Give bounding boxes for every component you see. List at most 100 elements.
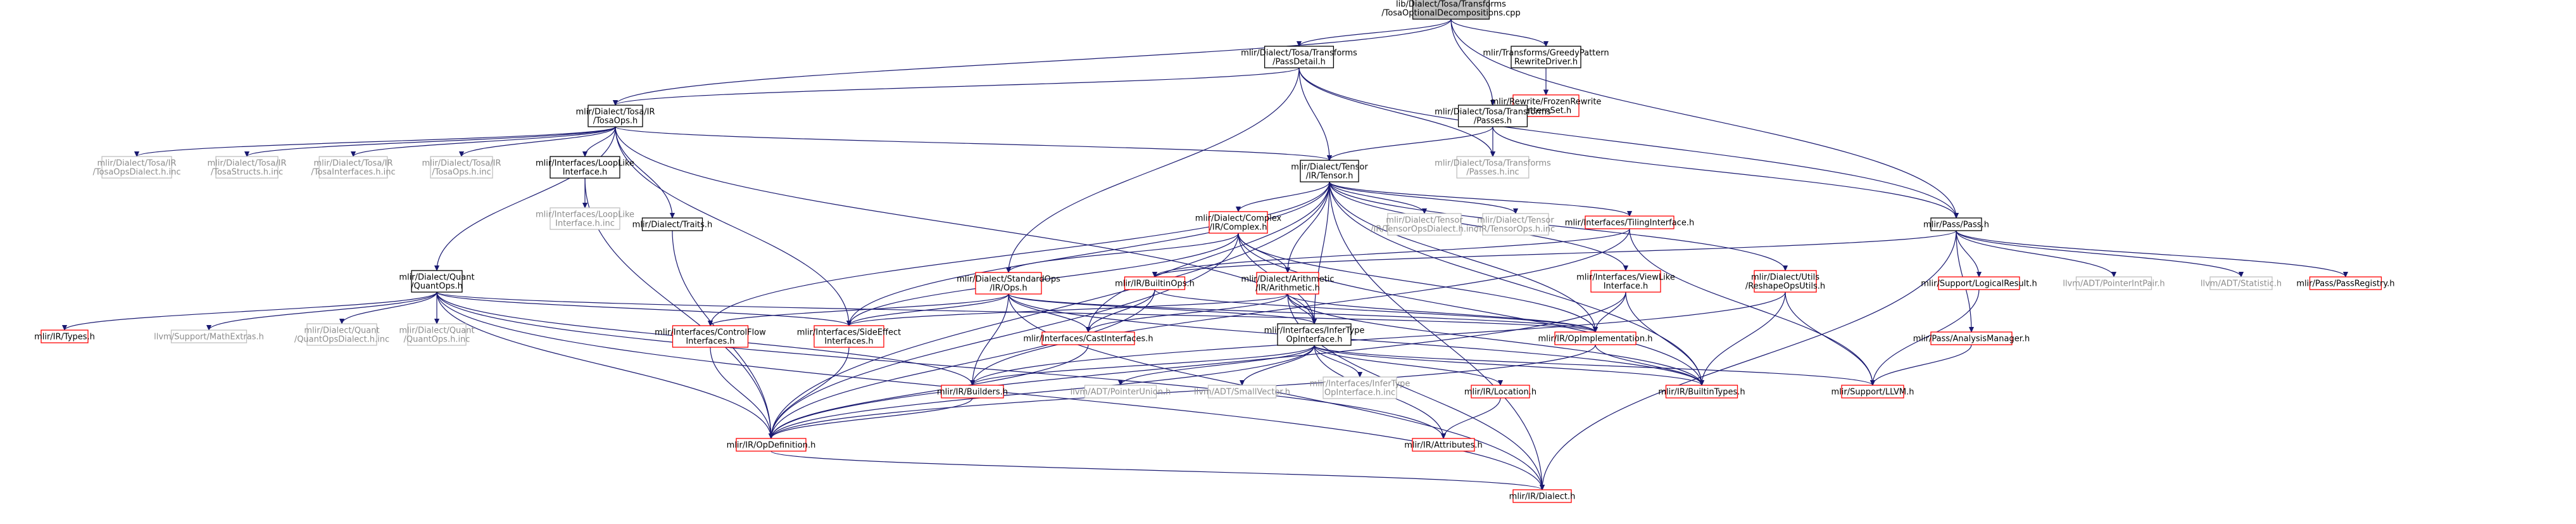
node-infertypeinc[interactable]: mlir/Interfaces/InferTypeOpInterface.h.i… [1310,376,1411,399]
node-types[interactable]: mlir/IR/Types.h [34,329,95,343]
node-smallvector[interactable]: llvm/ADT/SmallVector.h [1194,385,1290,399]
node-label: llvm/ADT/SmallVector.h [1194,388,1290,397]
edge-infertype-to-infertypeinc [1314,345,1360,377]
node-builders[interactable]: mlir/IR/Builders.h [937,385,1008,399]
node-utils[interactable]: mlir/Dialect/Utils/ReshapeOpsUtils.h [1745,270,1825,293]
node-tensordialect[interactable]: mlir/Dialect/Tensor/IR/TensorOpsDialect.… [1371,213,1478,236]
node-box [215,156,279,179]
edge-pass-to-passregistry [1956,230,2346,277]
node-greedy[interactable]: mlir/Transforms/GreedyPatternRewriteDriv… [1483,46,1609,68]
edge-quant-to-opdef [436,291,771,438]
node-passregistry[interactable]: mlir/Pass/PassRegistry.h [2296,276,2395,290]
node-opimpl[interactable]: mlir/IR/OpImplementation.h [1538,331,1653,345]
node-box [550,156,620,179]
node-quant[interactable]: mlir/Dialect/Quant/QuantOps.h [399,270,475,293]
node-tosapassesinc[interactable]: mlir/Dialect/Tosa/Transforms/Passes.h.in… [1435,156,1551,179]
edge-utils-to-builders [972,291,1786,385]
node-standardops[interactable]: mlir/Dialect/StandardOps/IR/Ops.h [957,272,1060,295]
node-label: /IR/Arithmetic.h [1255,284,1320,293]
node-llvm[interactable]: mlir/Support/LLVM.h [1831,385,1914,399]
node-box [1471,385,1530,399]
node-complex[interactable]: mlir/Dialect/Complex/IR/Complex.h [1195,211,1282,234]
node-label: mlir/Dialect/Complex [1195,214,1282,224]
node-quantdialect[interactable]: mlir/Dialect/Quant/QuantOpsDialect.h.inc [294,323,389,346]
edge-standardops-to-builders [972,293,1009,385]
node-logicalresult[interactable]: mlir/Support/LogicalResult.h [1921,276,2037,290]
node-label: /TosaInterfaces.h.inc [311,168,395,177]
node-builtintypes[interactable]: mlir/IR/BuiltinTypes.h [1658,385,1745,399]
node-label: mlir/Interfaces/ViewLike [1576,273,1675,283]
node-dialect[interactable]: mlir/IR/Dialect.h [1509,489,1576,503]
node-attributes[interactable]: mlir/IR/Attributes.h [1404,438,1483,452]
node-pointerunion[interactable]: llvm/ADT/PointerUnion.h [1071,385,1171,399]
node-arith[interactable]: mlir/Dialect/Arithmetic/IR/Arithmetic.h [1241,272,1335,295]
node-mathextras[interactable]: llvm/Support/MathExtras.h [154,329,264,343]
node-tensorops[interactable]: mlir/Dialect/Tensor/IR/TensorOps.h.inc [1476,213,1555,236]
node-passdetail[interactable]: mlir/Dialect/Tosa/Transforms/PassDetail.… [1241,46,1357,68]
node-box [672,325,749,348]
node-label: mlir/Dialect/Tosa/Transforms [1435,108,1551,117]
node-tensor[interactable]: mlir/Dialect/Tensor/IR/Tensor.h [1291,160,1368,182]
node-statistic[interactable]: llvm/ADT/Statistic.h [2201,276,2282,290]
edge-arith-to-cast [1088,293,1288,332]
node-builtinops[interactable]: mlir/IR/BuiltinOps.h [1115,276,1195,290]
node-passmanager[interactable]: mlir/Pass/AnalysisManager.h [1913,331,2030,345]
node-label: PatternSet.h [1521,106,1572,115]
node-box [1209,211,1268,234]
edge-complex-to-sideeffect [849,233,1239,326]
node-box [1554,331,1637,345]
node-pointerintpair[interactable]: llvm/ADT/PointerIntPair.h [2063,276,2165,290]
edge-tensor-to-sideeffect [849,181,1330,326]
edge-standardops-to-sideeffect [849,293,1009,326]
node-label: /IR/Complex.h [1209,223,1267,233]
edge-quant-to-mathextras [209,291,437,330]
node-tosaopsdialect[interactable]: mlir/Dialect/Tosa/IR/TosaOpsDialect.h.in… [92,156,181,179]
node-box [170,329,248,343]
node-box [550,207,620,230]
node-location[interactable]: mlir/IR/Location.h [1464,385,1536,399]
node-tosainterfaces[interactable]: mlir/Dialect/Tosa/IR/TosaInterfaces.h.in… [311,156,396,179]
node-label: /QuantOps.h [411,282,463,291]
node-tosaops[interactable]: mlir/Dialect/Tosa/IR/TosaOps.h [575,105,655,127]
edge-location-to-attributes [1443,397,1501,438]
edge-tensor-to-tiling [1329,181,1630,216]
edge-tensor-to-tensorops [1329,181,1516,214]
node-label: mlir/Interfaces/InferType [1264,326,1365,336]
node-box [1084,385,1157,399]
node-tosaopsinc[interactable]: mlir/Dialect/Tosa/IR/TosaOps.h.inc [422,156,501,179]
edge-standardops-to-cast [1008,293,1088,332]
node-quantopsinc[interactable]: mlir/Dialect/Quant/QuantOps.h.inc [399,323,475,346]
node-box [2075,276,2152,290]
node-box [407,323,467,346]
node-label: llvm/ADT/Statistic.h [2201,279,2282,289]
node-label: mlir/Dialect/Tosa/IR [422,159,501,169]
edge-arith-to-builtintypes [1287,293,1702,385]
node-label: mlir/IR/Types.h [34,333,95,342]
node-tiling[interactable]: mlir/Interfaces/TilingInterface.h [1565,215,1694,229]
node-label: mlir/Interfaces/ControlFlow [655,328,766,338]
node-label: mlir/Dialect/Tensor [1386,216,1463,226]
node-label: /PassDetail.h [1272,58,1326,67]
node-opdef[interactable]: mlir/IR/OpDefinition.h [727,438,816,452]
edge-infertype-to-opdef [771,345,1315,438]
node-tosapasses[interactable]: mlir/Dialect/Tosa/Transforms/Passes.h [1435,105,1551,127]
node-traits[interactable]: mlir/Dialect/Traits.h [632,217,713,231]
node-pass[interactable]: mlir/Pass/Pass.h [1923,217,1989,231]
node-root[interactable]: lib/Dialect/Tosa/Transforms/TosaOptional… [1381,0,1521,20]
node-tosastructs[interactable]: mlir/Dialect/Tosa/IR/TosaStructs.h.inc [207,156,287,179]
node-box [1511,46,1581,68]
node-label: /Passes.h [1474,117,1512,126]
edge-passdetail-to-tensor [1298,67,1329,160]
edge-passdetail-to-tosaops [615,67,1300,105]
node-box [2209,276,2273,290]
node-box [1207,385,1277,399]
edge-infertype-to-llvm [1314,345,1873,385]
node-box [1482,213,1549,236]
node-cast[interactable]: mlir/Interfaces/CastInterfaces.h [1023,331,1153,345]
